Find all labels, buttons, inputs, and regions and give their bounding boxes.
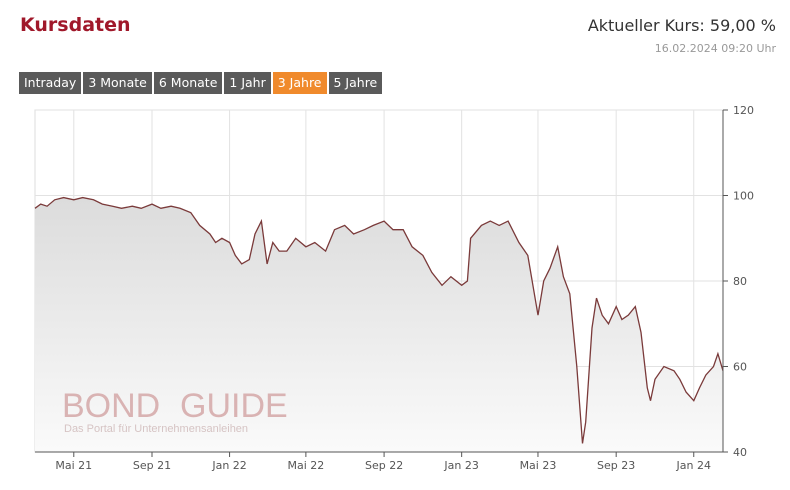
current-price: Aktueller Kurs: 59,00 %: [587, 16, 776, 35]
x-tick-label: Mai 22: [287, 459, 324, 472]
y-tick-label: 80: [733, 275, 747, 288]
x-tick-label: Mai 23: [520, 459, 557, 472]
y-axis: 40 60 80 100 120: [723, 104, 754, 459]
page-title: Kursdaten: [20, 14, 131, 36]
tab-5-jahre[interactable]: 5 Jahre: [328, 72, 383, 94]
range-tabs: Intraday 3 Monate 6 Monate 1 Jahr 3 Jahr…: [19, 72, 384, 94]
price-timestamp: 16.02.2024 09:20 Uhr: [654, 42, 776, 55]
price-area: [35, 197, 723, 452]
tab-3-jahre[interactable]: 3 Jahre: [272, 72, 327, 94]
y-tick-label: 40: [733, 446, 747, 459]
tab-intraday[interactable]: Intraday: [19, 72, 82, 94]
y-tick-label: 60: [733, 361, 747, 374]
y-tick-label: 100: [733, 190, 754, 203]
watermark-tagline: Das Portal für Unternehmensanleihen: [64, 423, 248, 435]
watermark: BOND GUIDE Das Portal für Unternehmensan…: [62, 387, 288, 435]
x-tick-label: Jan 23: [443, 459, 478, 472]
x-tick-label: Sep 22: [365, 459, 403, 472]
x-tick-label: Jan 22: [211, 459, 246, 472]
x-tick-label: Jan 24: [676, 459, 711, 472]
price-line: [34, 196, 724, 444]
y-tick-label: 120: [733, 104, 754, 117]
tab-6-monate[interactable]: 6 Monate: [153, 72, 223, 94]
tab-1-jahr[interactable]: 1 Jahr: [224, 72, 271, 94]
x-axis: Mai 21 Sep 21 Jan 22 Mai 22 Sep 22 Jan 23 Mai …: [55, 452, 711, 472]
x-tick-label: Sep 23: [597, 459, 635, 472]
x-tick-label: Sep 21: [133, 459, 171, 472]
x-tick-label: Mai 21: [55, 459, 92, 472]
watermark-brand-bond: BOND: [62, 387, 160, 425]
watermark-brand-guide: GUIDE: [180, 387, 288, 425]
tab-3-monate[interactable]: 3 Monate: [83, 72, 152, 94]
